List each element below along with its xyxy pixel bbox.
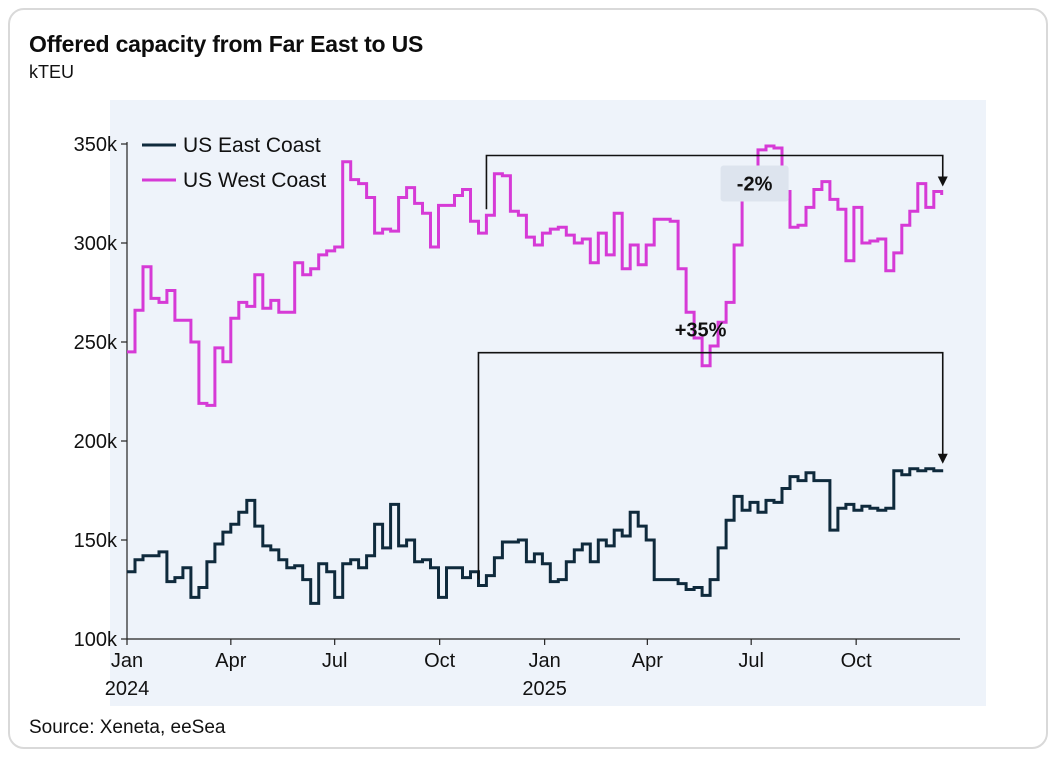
x-tick-label: Jan [529, 650, 561, 672]
annotation-arrowhead [937, 453, 948, 464]
y-tick-label: 350k [74, 134, 118, 156]
x-tick-label: Jul [738, 650, 764, 672]
annotation-bracket [485, 154, 944, 210]
y-tick-label: 150k [74, 530, 118, 552]
x-tick-year-label: 2025 [522, 678, 567, 700]
x-tick-label: Apr [215, 650, 246, 672]
x-tick-label: Jul [322, 650, 348, 672]
series-line-us-east-coast [127, 467, 944, 605]
x-tick-label: Oct [841, 650, 873, 672]
source-note: Source: Xeneta, eeSea [29, 717, 226, 738]
y-tick-label: 100k [74, 629, 118, 651]
annotation-arrowhead [937, 176, 948, 187]
x-tick-label: Jan [111, 650, 143, 672]
plot-background [110, 100, 986, 706]
annotation-label: +35% [675, 320, 727, 342]
x-tick-year-label: 2024 [105, 678, 150, 700]
annotation-label: -2% [737, 174, 773, 196]
annotation-bracket [477, 351, 944, 580]
legend-label-us-west-coast: US West Coast [183, 169, 326, 192]
annotation-label-box [720, 165, 789, 202]
y-tick-label: 250k [74, 332, 118, 354]
series-line-us-west-coast [127, 144, 944, 407]
x-tick-label: Oct [424, 650, 456, 672]
legend-label-us-east-coast: US East Coast [183, 134, 321, 157]
y-tick-label: 200k [74, 431, 118, 453]
chart-unit: kTEU [29, 62, 74, 82]
chart-title: Offered capacity from Far East to US [29, 31, 424, 57]
x-tick-label: Apr [632, 650, 663, 672]
y-tick-label: 300k [74, 233, 118, 255]
